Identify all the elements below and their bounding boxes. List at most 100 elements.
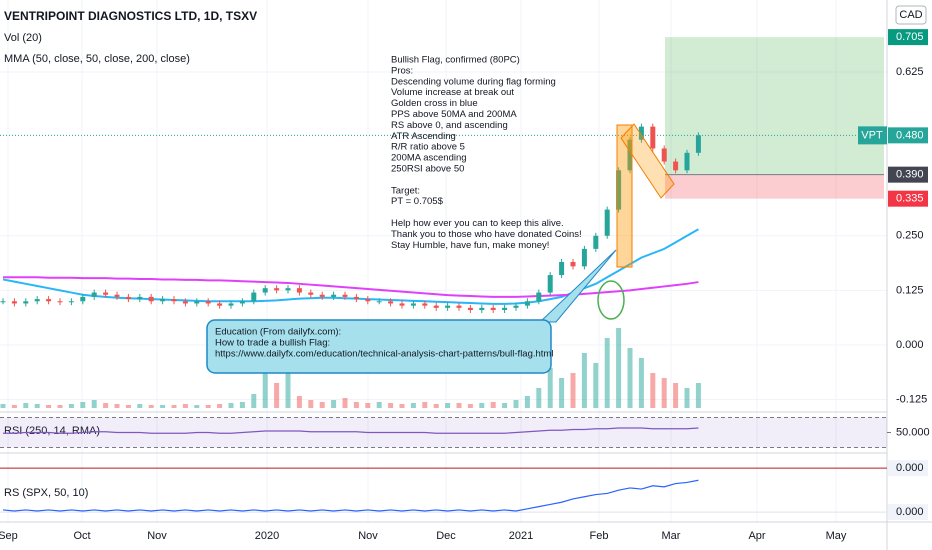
candle	[308, 292, 314, 295]
x-tick-label: Oct	[73, 530, 90, 542]
note-text: 200MA ascending	[391, 153, 467, 164]
note-text: Volume increase at break out	[391, 87, 514, 98]
volume-bar	[68, 404, 74, 408]
candle	[274, 288, 280, 291]
volume-bar	[604, 338, 610, 408]
callout-text: How to trade a bullish Flag:	[215, 338, 330, 349]
volume-bar	[524, 396, 530, 408]
candle	[205, 301, 211, 304]
candle	[513, 305, 519, 308]
rs-line	[2, 479, 699, 512]
tag-bg	[888, 460, 928, 477]
candle	[228, 303, 234, 306]
note-text: Pros:	[391, 65, 413, 76]
indicator-label: MMA (50, close, 50, close, 200, close)	[4, 53, 190, 65]
callout-text: https://www.dailyfx.com/education/techni…	[215, 349, 553, 360]
callout-box	[206, 319, 552, 374]
volume-bar	[274, 383, 280, 408]
tag-name: VPT	[861, 129, 883, 141]
candle	[331, 294, 337, 297]
candle	[376, 301, 382, 303]
candle	[114, 294, 120, 297]
tag-bg	[888, 504, 928, 521]
volume-bar	[513, 400, 519, 408]
x-tick-label: Apr	[748, 530, 765, 542]
volume-bar	[217, 404, 223, 408]
candle	[0, 301, 6, 303]
indicator-label: Vol (20)	[4, 32, 42, 44]
candle	[68, 301, 74, 303]
candle	[23, 301, 29, 304]
x-tick-label: Sep	[0, 530, 18, 542]
volume-bar	[581, 353, 587, 408]
volume-bar	[570, 373, 576, 408]
volume-bar	[342, 398, 348, 408]
x-tick-label: Nov	[358, 530, 378, 542]
x-tick-label: 2020	[255, 530, 279, 542]
volume-bar	[148, 405, 154, 408]
candle	[296, 288, 302, 293]
candle	[695, 135, 701, 153]
currency-button[interactable]	[895, 5, 927, 25]
volume-bar	[182, 404, 188, 408]
volume-bar	[684, 388, 690, 408]
y-tick-label: -0.125	[896, 393, 927, 405]
candle	[399, 303, 405, 306]
volume-bar	[125, 405, 131, 408]
candle	[638, 126, 644, 140]
volume-bar	[376, 402, 382, 408]
candle	[684, 152, 690, 171]
note-text: Stay Humble, have fun, make money!	[391, 240, 549, 251]
candle	[490, 307, 496, 311]
candle	[217, 303, 223, 306]
volume-bar	[46, 405, 52, 408]
volume-bar	[456, 403, 462, 408]
candle	[137, 296, 143, 300]
candle	[353, 296, 359, 300]
candle	[650, 126, 656, 149]
price-tag	[888, 166, 928, 183]
candle	[410, 303, 416, 306]
candle	[433, 305, 439, 308]
currency[interactable]: CAD	[899, 9, 922, 21]
y-tick-label: 0.000	[896, 462, 924, 474]
note-text: PT = 0.705$	[391, 196, 444, 207]
moving-average	[3, 276, 699, 298]
volume-bar	[0, 404, 6, 408]
note-text: ATR Ascending	[391, 131, 456, 142]
candle	[91, 292, 97, 297]
candle	[422, 303, 428, 306]
candle	[547, 275, 553, 293]
volume-bar	[547, 368, 553, 408]
candle	[11, 301, 17, 304]
y-tick-label: 0.250	[896, 230, 924, 242]
volume-bar	[445, 403, 451, 408]
candle	[502, 307, 508, 311]
drawings	[0, 0, 887, 522]
target-zone	[665, 37, 884, 175]
volume-bar	[194, 405, 200, 408]
volume-bar	[23, 403, 29, 408]
volume-bar	[160, 405, 166, 408]
candle	[239, 301, 245, 304]
volume-bar	[410, 403, 416, 408]
volume-bar	[34, 404, 40, 408]
candle	[581, 248, 587, 267]
price-tag-label: 0.390	[896, 169, 924, 181]
y-tick-label: 0.625	[896, 66, 924, 78]
candle	[251, 292, 257, 302]
volume-bar	[205, 405, 211, 408]
volume-bar	[137, 404, 143, 408]
volume-bar	[388, 403, 394, 408]
volume-bar	[661, 378, 667, 408]
note-text: R/R ratio above 5	[391, 142, 465, 153]
volume-bar	[490, 402, 496, 408]
candle	[467, 307, 473, 311]
volume-bar	[239, 402, 245, 408]
x-tick-label: Mar	[662, 530, 681, 542]
candle	[536, 292, 542, 302]
candle	[148, 296, 154, 302]
volume-bar	[673, 383, 679, 408]
x-tick-label: 2021	[509, 530, 533, 542]
